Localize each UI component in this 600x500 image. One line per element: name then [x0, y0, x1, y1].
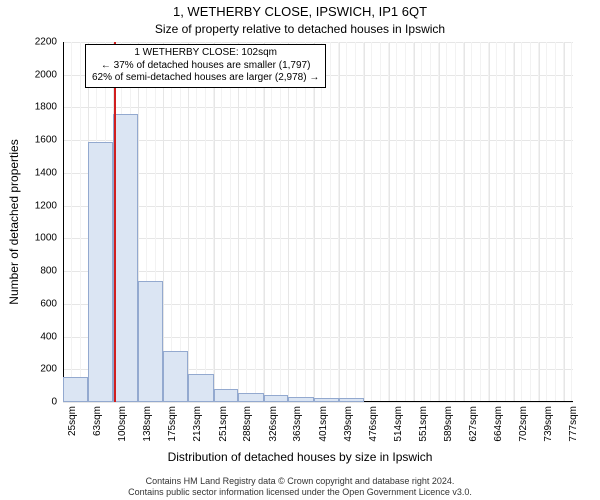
annotation-line-3: 62% of semi-detached houses are larger (… [92, 72, 319, 85]
chart-subtitle: Size of property relative to detached ho… [0, 22, 600, 36]
x-tick-label: 175sqm [167, 406, 178, 442]
footer-line-2: Contains public sector information licen… [0, 487, 600, 498]
x-tick-label: 551sqm [418, 406, 429, 442]
histogram-bar [138, 281, 163, 402]
histogram-bar [288, 397, 313, 402]
y-tick-label: 400 [40, 331, 57, 342]
y-tick-label: 1000 [35, 233, 57, 244]
x-tick-label: 100sqm [117, 406, 128, 442]
y-axis-title: Number of detached properties [7, 139, 21, 304]
x-tick-label: 627sqm [468, 406, 479, 442]
x-tick-label: 288sqm [242, 406, 253, 442]
plot-area: 0200400600800100012001400160018002000220… [63, 42, 573, 402]
y-tick-label: 1400 [35, 167, 57, 178]
x-tick-label: 702sqm [518, 406, 529, 442]
chart-container: 1, WETHERBY CLOSE, IPSWICH, IP1 6QT Size… [0, 0, 600, 500]
histogram-bar [63, 377, 88, 402]
histogram-bar [238, 393, 263, 402]
histogram-bar [264, 395, 289, 402]
y-tick-label: 1200 [35, 200, 57, 211]
y-tick-label: 800 [40, 266, 57, 277]
x-tick-label: 63sqm [92, 406, 103, 436]
y-tick-label: 2000 [35, 69, 57, 80]
x-tick-label: 25sqm [67, 406, 78, 436]
histogram-bar [188, 374, 213, 402]
x-axis-title: Distribution of detached houses by size … [0, 450, 600, 464]
x-tick-label: 476sqm [368, 406, 379, 442]
x-tick-label: 439sqm [343, 406, 354, 442]
y-tick-label: 1600 [35, 135, 57, 146]
x-tick-label: 213sqm [192, 406, 203, 442]
x-tick-label: 739sqm [543, 406, 554, 442]
x-tick-label: 664sqm [493, 406, 504, 442]
x-tick-label: 138sqm [142, 406, 153, 442]
y-tick-label: 1800 [35, 102, 57, 113]
footer: Contains HM Land Registry data © Crown c… [0, 476, 600, 498]
x-tick-label: 326sqm [268, 406, 279, 442]
y-tick-label: 0 [51, 397, 57, 408]
y-tick-label: 200 [40, 364, 57, 375]
histogram-bar [214, 389, 239, 402]
annotation-line-1: 1 WETHERBY CLOSE: 102sqm [92, 47, 319, 60]
x-tick-label: 589sqm [443, 406, 454, 442]
footer-line-1: Contains HM Land Registry data © Crown c… [0, 476, 600, 487]
histogram-bar [163, 351, 188, 402]
histogram-bar [339, 398, 364, 402]
y-tick-label: 600 [40, 298, 57, 309]
x-tick-label: 514sqm [393, 406, 404, 442]
x-tick-label: 251sqm [218, 406, 229, 442]
x-tick-label: 401sqm [318, 406, 329, 442]
y-tick-label: 2200 [35, 37, 57, 48]
annotation-box: 1 WETHERBY CLOSE: 102sqm ← 37% of detach… [85, 44, 326, 88]
annotation-line-2: ← 37% of detached houses are smaller (1,… [92, 60, 319, 73]
x-tick-label: 777sqm [568, 406, 579, 442]
histogram-bar [113, 114, 138, 402]
histogram-bar [88, 142, 113, 402]
histogram-bar [314, 398, 339, 402]
x-tick-label: 363sqm [292, 406, 303, 442]
property-marker [114, 42, 116, 402]
chart-title: 1, WETHERBY CLOSE, IPSWICH, IP1 6QT [0, 4, 600, 19]
